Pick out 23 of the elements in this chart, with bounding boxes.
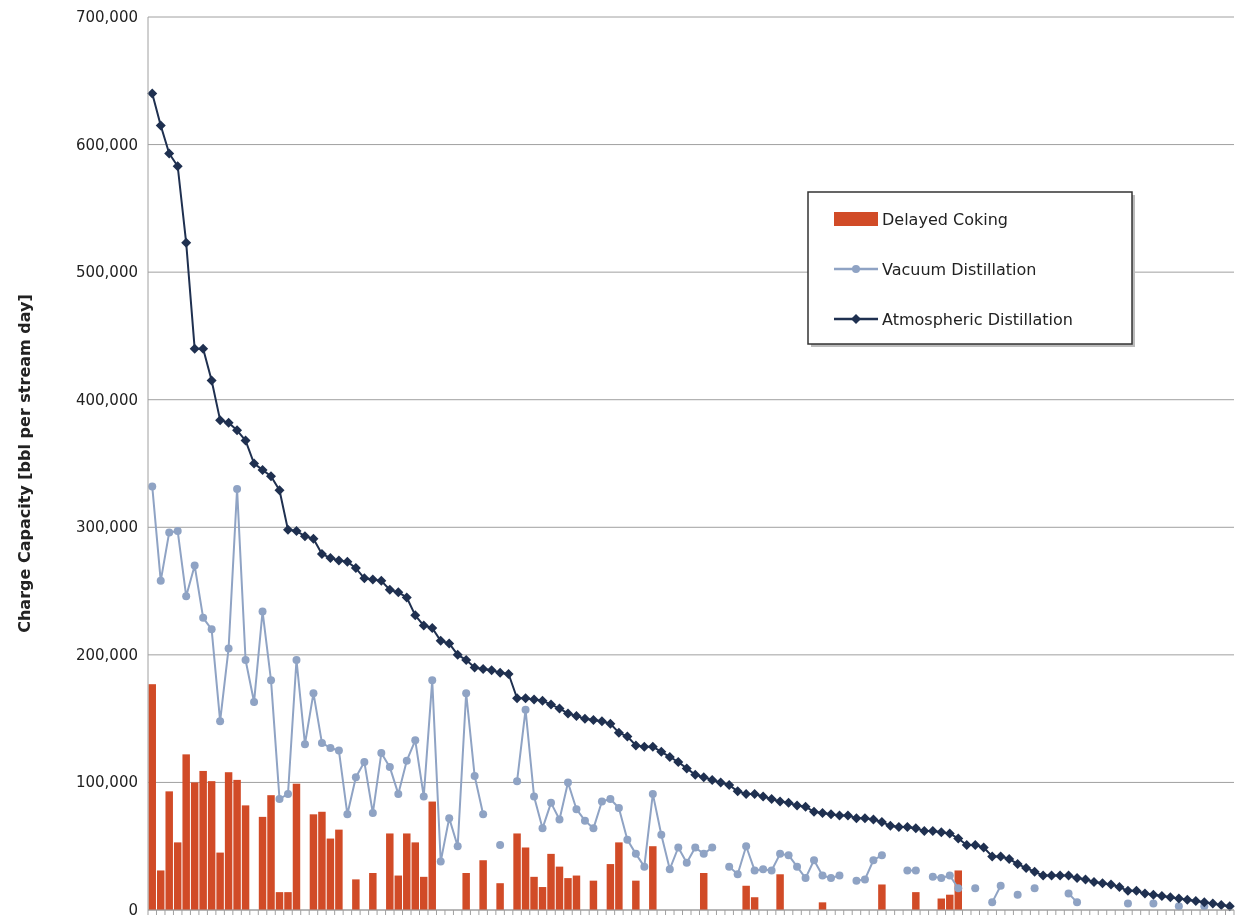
bar [369,873,377,910]
y-axis-title: Charge Capacity [bbl per stream day] [15,294,34,633]
bar [352,879,360,910]
legend-label: Vacuum Distillation [882,260,1037,279]
y-tick-label: 400,000 [75,390,138,409]
bar [496,883,504,910]
y-tick-label: 200,000 [75,645,138,664]
y-tick-label: 300,000 [75,518,138,537]
bar [776,874,784,910]
bar [878,884,886,910]
y-tick-label: 0 [128,901,138,919]
bar [479,860,487,910]
bar [632,880,640,910]
bar [649,846,657,910]
y-tick-label: 700,000 [75,8,138,26]
y-tick-label: 600,000 [75,135,138,154]
bar [699,873,708,910]
legend-label: Atmospheric Distillation [882,310,1073,329]
bar [462,873,470,910]
y-tick-label: 500,000 [75,263,138,282]
legend-label: Delayed Coking [882,210,1008,229]
y-tick-label: 100,000 [75,773,138,792]
bar [912,892,920,910]
